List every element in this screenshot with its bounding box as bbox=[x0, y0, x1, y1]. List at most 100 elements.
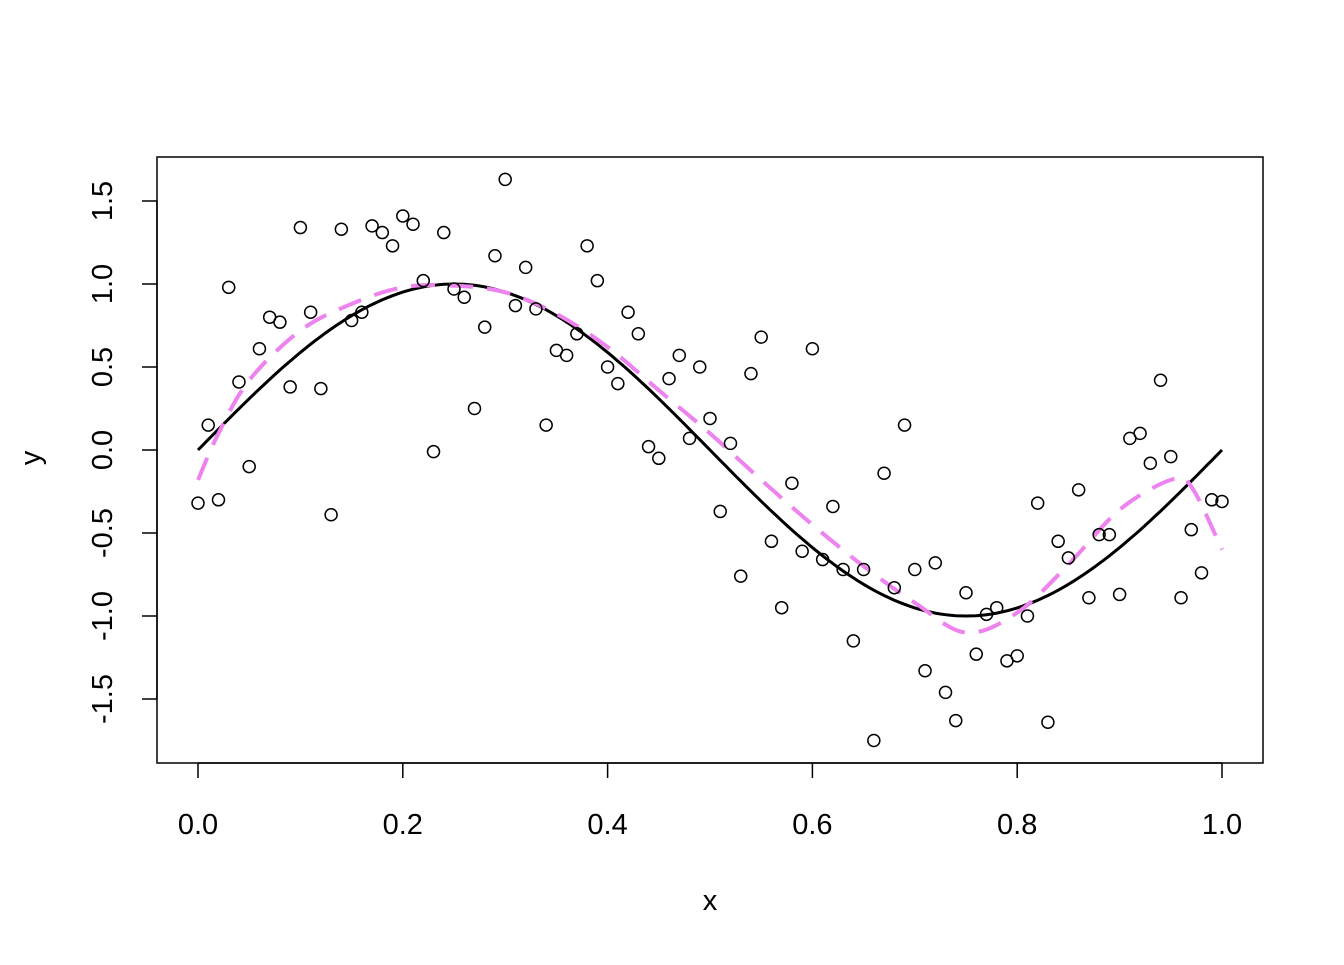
data-point bbox=[283, 380, 297, 394]
data-point bbox=[1102, 527, 1117, 542]
data-point bbox=[1194, 566, 1209, 580]
x-tick-label: 0.0 bbox=[178, 809, 218, 841]
data-point bbox=[1092, 527, 1106, 542]
data-point bbox=[1143, 456, 1158, 471]
lines bbox=[196, 282, 1224, 635]
data-point bbox=[928, 556, 943, 570]
data-point bbox=[713, 504, 727, 519]
data-point bbox=[887, 581, 902, 595]
data-point bbox=[652, 451, 666, 466]
data-point bbox=[1133, 426, 1147, 441]
y-tick-label: 0.5 bbox=[87, 347, 119, 387]
data-point bbox=[1051, 534, 1065, 549]
data-point bbox=[334, 222, 349, 236]
data-point bbox=[457, 290, 471, 305]
data-point bbox=[1030, 496, 1045, 510]
data-point bbox=[918, 664, 932, 678]
data-point bbox=[733, 569, 748, 583]
x-tick-label: 0.2 bbox=[383, 809, 423, 841]
data-point bbox=[1205, 493, 1219, 507]
data-point bbox=[621, 305, 635, 319]
y-tick-label: 1.0 bbox=[87, 264, 119, 304]
x-axis: 0.0 0.2 0.4 0.6 0.8 1.0 bbox=[178, 762, 1242, 841]
data-point bbox=[867, 733, 881, 748]
data-point bbox=[242, 459, 256, 474]
data-point bbox=[877, 466, 891, 480]
data-point bbox=[1164, 449, 1178, 464]
data-point bbox=[477, 320, 492, 334]
data-point bbox=[723, 436, 738, 451]
data-point bbox=[365, 219, 379, 233]
data-point bbox=[498, 172, 512, 187]
data-point bbox=[897, 418, 912, 432]
data-point bbox=[1041, 715, 1055, 729]
data-point bbox=[979, 607, 994, 622]
data-point bbox=[1184, 522, 1199, 537]
data-point bbox=[539, 418, 553, 432]
data-point bbox=[856, 562, 871, 577]
data-point bbox=[201, 418, 215, 432]
data-point bbox=[293, 220, 308, 235]
true-function-line bbox=[196, 282, 1224, 618]
data-point bbox=[774, 600, 789, 615]
data-point bbox=[1020, 609, 1035, 623]
data-point bbox=[600, 360, 615, 374]
data-point bbox=[949, 713, 963, 728]
data-point bbox=[836, 562, 850, 577]
data-point bbox=[529, 302, 543, 316]
data-point bbox=[252, 341, 267, 356]
plot-frame bbox=[156, 156, 1264, 764]
data-point bbox=[989, 600, 1004, 615]
data-point bbox=[396, 209, 410, 223]
y-tick-label: -1.5 bbox=[87, 674, 119, 724]
data-point bbox=[570, 327, 584, 341]
data-point bbox=[1153, 373, 1168, 388]
data-point bbox=[406, 217, 420, 231]
y-tick-label: 0.0 bbox=[87, 430, 119, 470]
y-axis: -1.5 -1.0 -0.5 0.0 0.5 1.0 1.5 bbox=[87, 181, 158, 724]
data-point bbox=[682, 431, 697, 446]
data-point bbox=[969, 647, 983, 661]
data-point bbox=[508, 298, 523, 313]
data-point bbox=[1174, 590, 1188, 605]
data-point bbox=[437, 225, 451, 240]
data-point bbox=[703, 411, 717, 426]
data-point bbox=[559, 348, 574, 363]
data-point bbox=[938, 685, 953, 700]
data-point bbox=[314, 381, 328, 396]
data-point bbox=[611, 376, 625, 391]
data-point bbox=[693, 360, 707, 374]
data-point bbox=[385, 239, 400, 253]
data-point bbox=[211, 493, 226, 507]
data-point bbox=[518, 260, 533, 275]
data-point bbox=[785, 476, 799, 490]
data-point bbox=[580, 239, 594, 253]
x-tick-label: 0.8 bbox=[997, 809, 1037, 841]
data-point bbox=[815, 552, 830, 567]
y-tick-label: 1.5 bbox=[87, 181, 119, 221]
data-point bbox=[273, 315, 287, 329]
x-axis-label: x bbox=[703, 885, 718, 917]
data-point bbox=[355, 305, 369, 319]
data-point bbox=[1082, 590, 1096, 605]
data-point bbox=[795, 544, 809, 559]
data-point bbox=[641, 439, 656, 454]
data-point bbox=[590, 273, 605, 288]
data-point bbox=[1010, 649, 1024, 663]
data-point bbox=[959, 586, 973, 600]
x-tick-label: 0.4 bbox=[587, 809, 627, 841]
data-point bbox=[672, 348, 687, 363]
data-point bbox=[447, 282, 461, 296]
y-axis-label: y bbox=[15, 450, 47, 465]
data-point bbox=[344, 313, 359, 328]
data-point bbox=[754, 330, 768, 344]
x-tick-label: 0.6 bbox=[792, 809, 832, 841]
data-point bbox=[826, 499, 840, 514]
data-point bbox=[744, 366, 758, 381]
data-point bbox=[467, 401, 482, 416]
data-point bbox=[375, 225, 390, 240]
data-point bbox=[764, 534, 779, 549]
fitted-curve-line bbox=[196, 283, 1224, 635]
points bbox=[191, 172, 1229, 748]
